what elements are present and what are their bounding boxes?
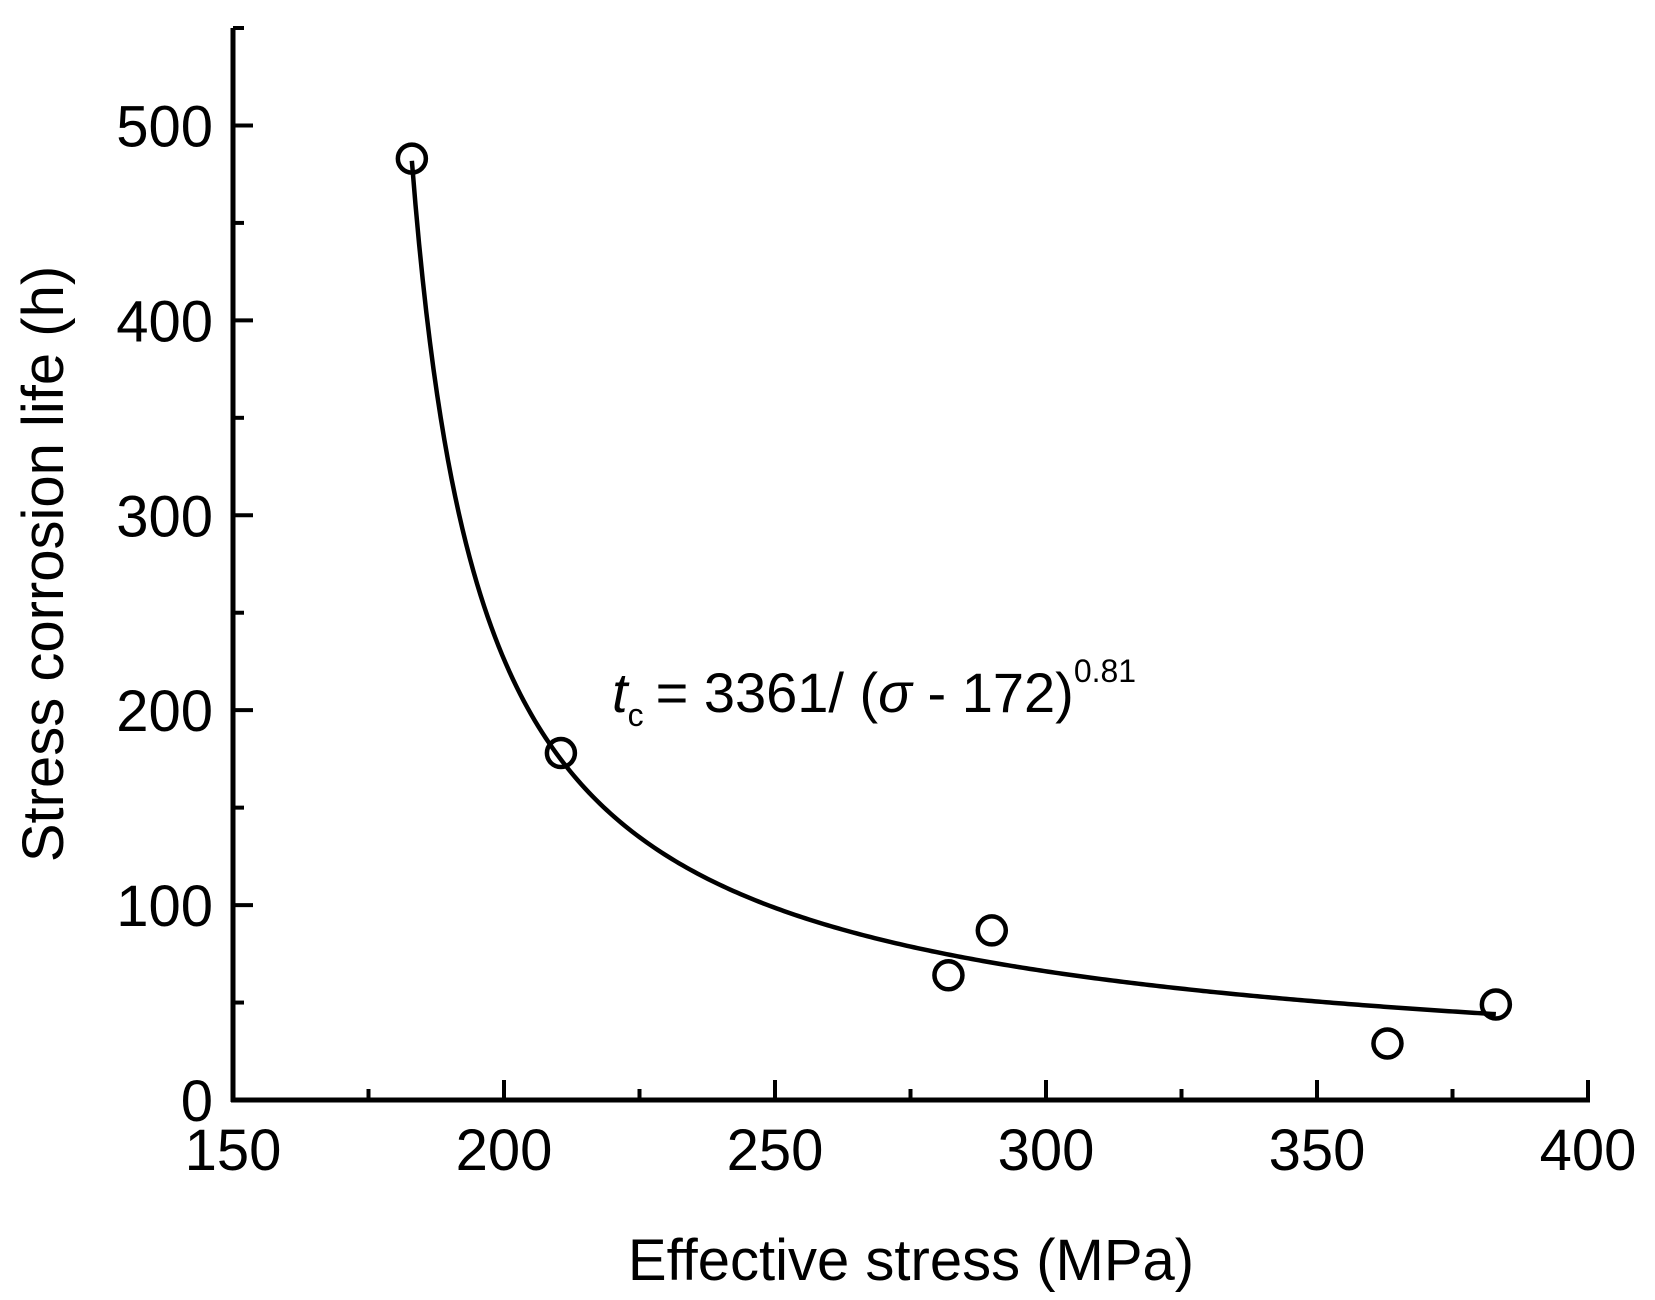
x-tick-label: 200 xyxy=(456,1118,553,1183)
x-tick-label: 250 xyxy=(727,1118,824,1183)
axes xyxy=(230,28,1590,1103)
data-point xyxy=(544,736,578,770)
eq-tail: - 172) xyxy=(912,661,1074,724)
x-tick-label: 350 xyxy=(1269,1118,1366,1183)
eq-body: = 3361/ ( xyxy=(656,661,879,724)
ticks xyxy=(233,26,1590,1100)
tick-labels: 150 200 250 300 350 400 0 100 200 300 400 500 xyxy=(116,94,1636,1183)
eq-sub: c xyxy=(628,697,644,733)
eq-sigma: σ xyxy=(878,661,914,724)
y-tick-label: 300 xyxy=(116,484,213,549)
y-tick-label: 500 xyxy=(116,94,213,159)
y-tick-label: 0 xyxy=(181,1069,213,1134)
y-tick-label: 200 xyxy=(116,679,213,744)
y-tick-label: 400 xyxy=(116,289,213,354)
data-point xyxy=(395,142,429,175)
fit-equation: tc = 3361/ (σ - 172)0.81 xyxy=(612,653,1136,733)
data-point xyxy=(932,959,965,992)
fitted-curve xyxy=(409,160,1496,1017)
x-axis-title: Effective stress (MPa) xyxy=(628,1228,1194,1293)
x-tick-label: 300 xyxy=(998,1118,1095,1183)
data-point xyxy=(1371,1027,1404,1060)
data-points xyxy=(395,142,1513,1060)
y-tick-label: 100 xyxy=(116,874,213,939)
eq-exp: 0.81 xyxy=(1074,653,1136,689)
y-axis-title: Stress corrosion life (h) xyxy=(11,266,76,862)
eq-var: t xyxy=(612,661,630,724)
x-tick-label: 400 xyxy=(1540,1118,1637,1183)
data-point xyxy=(1479,988,1513,1021)
data-point xyxy=(975,914,1009,947)
x-tick-label: 150 xyxy=(185,1118,282,1183)
